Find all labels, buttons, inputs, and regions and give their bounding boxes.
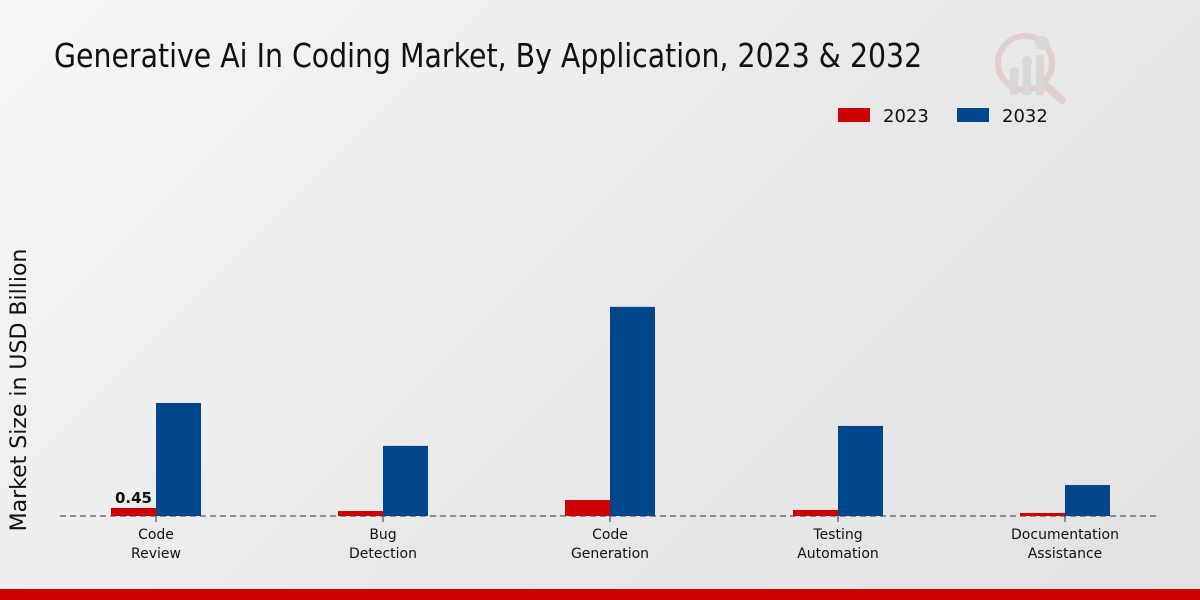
bar-2032-3 <box>838 425 883 516</box>
x-tick-label: Testing <box>812 527 862 543</box>
x-tick-label: Generation <box>571 546 649 562</box>
footer-bar <box>0 589 1200 600</box>
y-axis-label: Market Size in USD Billion <box>7 249 32 532</box>
legend-label-2023: 2023 <box>883 106 929 127</box>
bar-2023-2 <box>565 499 610 516</box>
x-tick-label: Assistance <box>1028 546 1103 562</box>
bar-2032-1 <box>383 445 428 516</box>
bar-2032-2 <box>610 306 655 516</box>
logo-icon <box>995 33 1066 104</box>
x-tick-label: Automation <box>797 546 879 562</box>
bar-2023-3 <box>793 509 838 516</box>
bar-2023-0 <box>111 507 156 516</box>
bar-2032-0 <box>156 402 201 516</box>
x-tick-label: Code <box>138 527 174 543</box>
data-label: 0.45 <box>115 489 152 507</box>
x-tick-label: Code <box>592 527 628 543</box>
x-tick-label: Review <box>131 546 181 562</box>
legend-swatch-2032 <box>957 108 989 122</box>
x-tick-label: Bug <box>369 527 396 543</box>
legend-swatch-2023 <box>838 108 870 122</box>
legend-label-2032: 2032 <box>1002 106 1048 127</box>
bar-2023-1 <box>338 511 383 516</box>
bar-2032-4 <box>1065 485 1110 516</box>
chart-title: Generative Ai In Coding Market, By Appli… <box>54 36 923 75</box>
x-tick-label: Detection <box>349 546 417 562</box>
x-tick-label: Documentation <box>1011 527 1119 543</box>
bar-2023-4 <box>1020 512 1065 516</box>
